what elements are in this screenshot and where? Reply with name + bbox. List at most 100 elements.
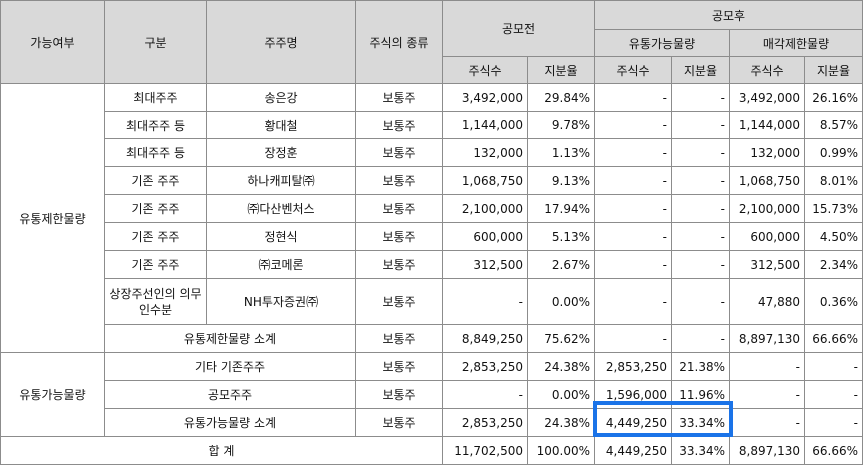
cell-pre-shares: 600,000 [442, 222, 528, 251]
cell-pre-ratio: 24.38% [527, 408, 595, 437]
cell-restricted-ratio: 0.99% [804, 138, 863, 167]
cell-label: 공모주주 [104, 380, 356, 409]
cell-tradable-shares: - [594, 111, 672, 139]
header-ratio: 지분율 [804, 56, 863, 84]
cell-holder: 장정훈 [206, 138, 356, 167]
subtotal-row: 유통제한물량 소계 보통주 8,849,250 75.62% - - 8,897… [1, 324, 863, 353]
cell-tradable-ratio: 33.34% [671, 436, 730, 465]
subtotal-label: 유통제한물량 소계 [104, 324, 356, 353]
header-shares: 주식수 [442, 56, 528, 84]
cell-type: 최대주주 등 [104, 111, 207, 139]
cell-stock-kind: 보통주 [355, 194, 443, 223]
cell-restricted-shares: 8,897,130 [729, 324, 805, 353]
cell-restricted-ratio: 0.36% [804, 278, 863, 325]
cell-pre-ratio: 5.13% [527, 222, 595, 251]
cell-restricted-ratio: 8.01% [804, 166, 863, 195]
table-row: 공모주주 보통주 - 0.00% 1,596,000 11.96% - - [1, 380, 863, 409]
table-row: 유통가능물량 기타 기존주주 보통주 2,853,250 24.38% 2,85… [0, 352, 863, 437]
cell-restricted-ratio: 26.16% [804, 83, 863, 112]
subtotal-row: 유통가능물량 소계 보통주 2,853,250 24.38% 4,449,250… [1, 408, 863, 437]
cell-holder: 하나캐피탈㈜ [206, 166, 356, 195]
cell-tradable-shares: - [594, 83, 672, 112]
cell-tradable-shares: - [594, 250, 672, 279]
cell-pre-ratio: 9.13% [527, 166, 595, 195]
cell-type: 기존 주주 [104, 250, 207, 279]
cell-pre-ratio: 24.38% [527, 352, 595, 381]
cell-holder: 황대철 [206, 111, 356, 139]
cell-stock-kind: 보통주 [355, 250, 443, 279]
cell-pre-shares: 8,849,250 [442, 324, 528, 353]
cell-stock-kind: 보통주 [355, 166, 443, 195]
cell-pre-shares: 2,853,250 [442, 352, 528, 381]
cell-pre-shares: 132,000 [442, 138, 528, 167]
cell-stock-kind: 보통주 [355, 138, 443, 167]
cell-tradable-ratio: - [671, 111, 730, 139]
cell-restricted-shares: 600,000 [729, 222, 805, 251]
cell-restricted-shares: 1,068,750 [729, 166, 805, 195]
table-header: 가능여부 구분 주주명 주식의 종류 공모전 공모후 유통가능물량 매각제한물량… [0, 0, 863, 84]
cell-tradable-ratio: - [671, 166, 730, 195]
cell-pre-shares: - [442, 380, 528, 409]
cell-restricted-ratio: - [804, 352, 863, 381]
cell-restricted-shares: 8,897,130 [729, 436, 805, 465]
cell-stock-kind: 보통주 [355, 408, 443, 437]
cell-restricted-ratio: 66.66% [804, 324, 863, 353]
cell-pre-shares: 1,068,750 [442, 166, 528, 195]
cell-pre-shares: 2,853,250 [442, 408, 528, 437]
cell-tradable-ratio: - [671, 250, 730, 279]
cell-tradable-shares: - [594, 138, 672, 167]
total-label: 합 계 [0, 436, 443, 465]
cell-pre-ratio: 0.00% [527, 380, 595, 409]
cell-tradable-shares: 4,449,250 [594, 408, 672, 437]
cell-pre-shares: 1,144,000 [442, 111, 528, 139]
header-type: 구분 [104, 0, 207, 84]
cell-pre-shares: 312,500 [442, 250, 528, 279]
cell-tradable-ratio: 33.34% [671, 408, 730, 437]
cell-stock-kind: 보통주 [355, 222, 443, 251]
cell-restricted-shares: - [729, 408, 805, 437]
cell-tradable-ratio: - [671, 324, 730, 353]
cell-restricted-shares: - [729, 352, 805, 381]
cell-pre-shares: - [442, 278, 528, 325]
cell-tradable-shares: - [594, 278, 672, 325]
header-holder: 주주명 [206, 0, 356, 84]
table-row: 기존 주주 ㈜다산벤처스 보통주 2,100,000 17.94% - - 2,… [1, 194, 863, 223]
cell-stock-kind: 보통주 [355, 111, 443, 139]
cell-holder: ㈜코메론 [206, 250, 356, 279]
cell-tradable-shares: - [594, 194, 672, 223]
cell-restricted-ratio: 66.66% [804, 436, 863, 465]
cell-type: 최대주주 등 [104, 138, 207, 167]
cell-restricted-ratio: 2.34% [804, 250, 863, 279]
header-shares: 주식수 [729, 56, 805, 84]
cell-pre-shares: 3,492,000 [442, 83, 528, 112]
cell-tradable-ratio: - [671, 278, 730, 325]
cell-restricted-shares: 3,492,000 [729, 83, 805, 112]
table-row: 기존 주주 정현식 보통주 600,000 5.13% - - 600,000 … [1, 222, 863, 251]
cell-pre-ratio: 1.13% [527, 138, 595, 167]
cell-pre-ratio: 100.00% [527, 436, 595, 465]
cell-type: 기존 주주 [104, 194, 207, 223]
cell-stock-kind: 보통주 [355, 324, 443, 353]
header-shares: 주식수 [594, 56, 672, 84]
table-row: 기존 주주 하나캐피탈㈜ 보통주 1,068,750 9.13% - - 1,0… [1, 166, 863, 195]
cell-tradable-ratio: - [671, 83, 730, 112]
cell-pre-shares: 2,100,000 [442, 194, 528, 223]
cell-restricted-shares: 2,100,000 [729, 194, 805, 223]
table-row: 최대주주 등 황대철 보통주 1,144,000 9.78% - - 1,144… [1, 111, 863, 139]
cell-type: 기존 주주 [104, 222, 207, 251]
cell-restricted-shares: 1,144,000 [729, 111, 805, 139]
cell-type: 상장주선인의 의무인수분 [104, 278, 207, 325]
cell-tradable-shares: 2,853,250 [594, 352, 672, 381]
subtotal-label: 유통가능물량 소계 [104, 408, 356, 437]
cell-type: 기존 주주 [104, 166, 207, 195]
cell-tradable-shares: 4,449,250 [594, 436, 672, 465]
cell-restricted-ratio: 15.73% [804, 194, 863, 223]
header-restricted-sale: 매각제한물량 [729, 29, 863, 57]
cell-tradable-shares: - [594, 222, 672, 251]
table-row: 기존 주주 ㈜코메론 보통주 312,500 2.67% - - 312,500… [1, 250, 863, 279]
cell-holder: NH투자증권㈜ [206, 278, 356, 325]
cell-restricted-ratio: - [804, 408, 863, 437]
cell-tradable-shares: - [594, 166, 672, 195]
